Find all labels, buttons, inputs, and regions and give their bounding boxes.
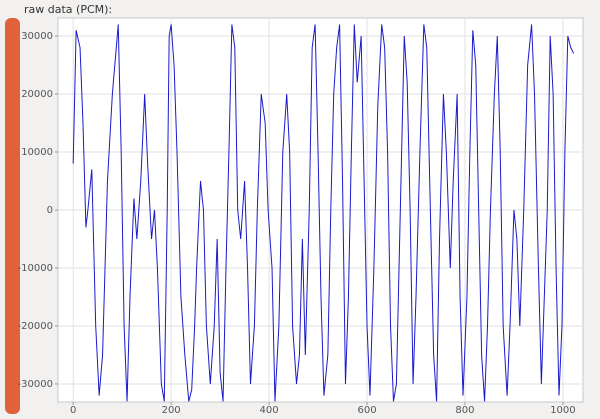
data-line — [72, 24, 575, 402]
x-tick-label: 600 — [357, 405, 376, 416]
x-tick-label: 0 — [70, 405, 76, 416]
y-tick-label: -20000 — [18, 321, 53, 332]
x-tick-label: 400 — [260, 405, 279, 416]
x-tick-label: 200 — [162, 405, 181, 416]
y-tick-label: 10000 — [21, 147, 53, 158]
chart-title: raw data (PCM): — [24, 3, 112, 16]
y-tick-label: 0 — [47, 205, 53, 216]
y-tick-label: -30000 — [18, 379, 53, 390]
x-tick-label: 800 — [455, 405, 474, 416]
side-bar — [5, 18, 20, 414]
y-tick-label: 20000 — [21, 89, 53, 100]
x-tick-label: 1000 — [550, 405, 575, 416]
y-tick-label: 30000 — [21, 31, 53, 42]
y-tick-label: -10000 — [18, 263, 53, 274]
